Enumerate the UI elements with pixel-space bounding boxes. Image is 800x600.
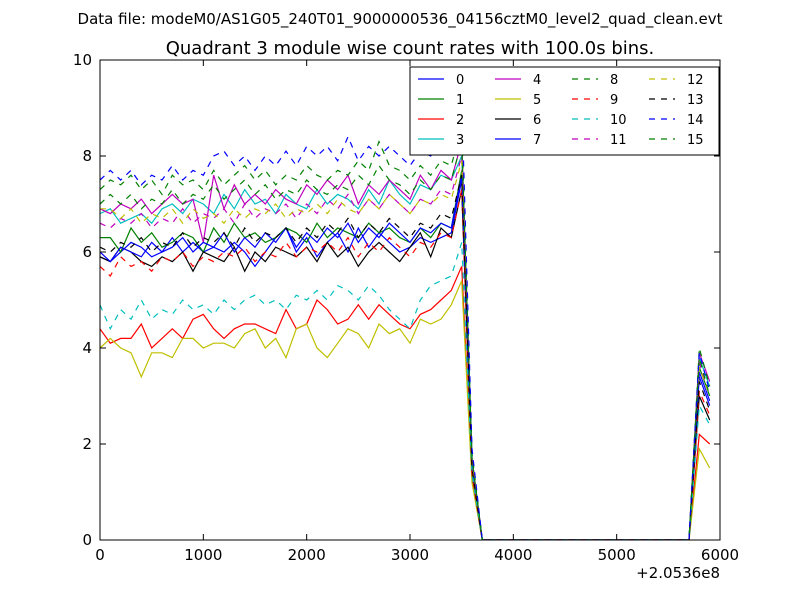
series-line-6 xyxy=(100,189,711,540)
series-line-3 xyxy=(100,155,711,540)
legend-item-6[interactable]: 6 xyxy=(495,113,541,128)
y-tick-label: 2 xyxy=(82,435,92,453)
series-line-1 xyxy=(100,170,711,540)
x-tick-label: 3000 xyxy=(391,546,429,564)
legend-label: 0 xyxy=(456,73,464,88)
series-line-7 xyxy=(100,175,711,540)
x-offset-label: +2.0536e8 xyxy=(636,564,720,582)
series-line-14 xyxy=(100,98,711,540)
legend-item-10[interactable]: 10 xyxy=(572,113,627,128)
figure-suptitle: Data file: modeM0/AS1G05_240T01_90000005… xyxy=(78,10,723,29)
series-line-8 xyxy=(100,127,711,540)
legend-label: 14 xyxy=(687,113,704,128)
series-line-15 xyxy=(100,141,711,540)
series-line-11 xyxy=(100,155,711,540)
series-line-9 xyxy=(100,189,711,540)
series-line-5 xyxy=(100,280,711,540)
legend-item-12[interactable]: 12 xyxy=(649,73,704,88)
legend-label: 9 xyxy=(610,93,618,108)
legend-item-11[interactable]: 11 xyxy=(572,133,627,148)
legend-item-7[interactable]: 7 xyxy=(495,133,541,148)
legend-item-1[interactable]: 1 xyxy=(418,93,464,108)
y-tick-label: 4 xyxy=(82,339,92,357)
series-line-10 xyxy=(100,242,711,540)
legend-item-9[interactable]: 9 xyxy=(572,93,618,108)
legend-item-2[interactable]: 2 xyxy=(418,113,464,128)
legend-item-0[interactable]: 0 xyxy=(418,73,464,88)
x-tick-label: 1000 xyxy=(184,546,222,564)
y-tick-label: 0 xyxy=(82,531,92,549)
x-tick-label: 5000 xyxy=(598,546,636,564)
series-layer xyxy=(100,98,711,540)
legend-label: 7 xyxy=(533,133,541,148)
legend-label: 13 xyxy=(687,93,704,108)
y-tick-label: 10 xyxy=(73,51,92,69)
legend-label: 3 xyxy=(456,133,464,148)
legend-item-8[interactable]: 8 xyxy=(572,73,618,88)
legend-label: 4 xyxy=(533,73,541,88)
legend-label: 15 xyxy=(687,133,704,148)
x-tick-label: 0 xyxy=(95,546,105,564)
chart-title: Quadrant 3 module wise count rates with … xyxy=(166,38,655,59)
legend-item-5[interactable]: 5 xyxy=(495,93,541,108)
legend-label: 12 xyxy=(687,73,704,88)
legend-label: 11 xyxy=(610,133,627,148)
series-line-2 xyxy=(100,266,711,540)
x-tick-label: 2000 xyxy=(288,546,326,564)
legend-label: 5 xyxy=(533,93,541,108)
legend-label: 8 xyxy=(610,73,618,88)
legend-label: 10 xyxy=(610,113,627,128)
x-tick-label: 6000 xyxy=(701,546,739,564)
legend-item-13[interactable]: 13 xyxy=(649,93,704,108)
legend-label: 1 xyxy=(456,93,464,108)
y-tick-label: 6 xyxy=(82,243,92,261)
x-tick-label: 4000 xyxy=(494,546,532,564)
series-line-4 xyxy=(100,141,711,540)
legend-item-14[interactable]: 14 xyxy=(649,113,704,128)
legend-item-15[interactable]: 15 xyxy=(649,133,704,148)
y-tick-label: 8 xyxy=(82,147,92,165)
legend-item-3[interactable]: 3 xyxy=(418,133,464,148)
legend-box xyxy=(409,66,720,156)
series-line-13 xyxy=(100,175,711,540)
legend-label: 6 xyxy=(533,113,541,128)
legend-item-4[interactable]: 4 xyxy=(495,73,541,88)
legend-label: 2 xyxy=(456,113,464,128)
